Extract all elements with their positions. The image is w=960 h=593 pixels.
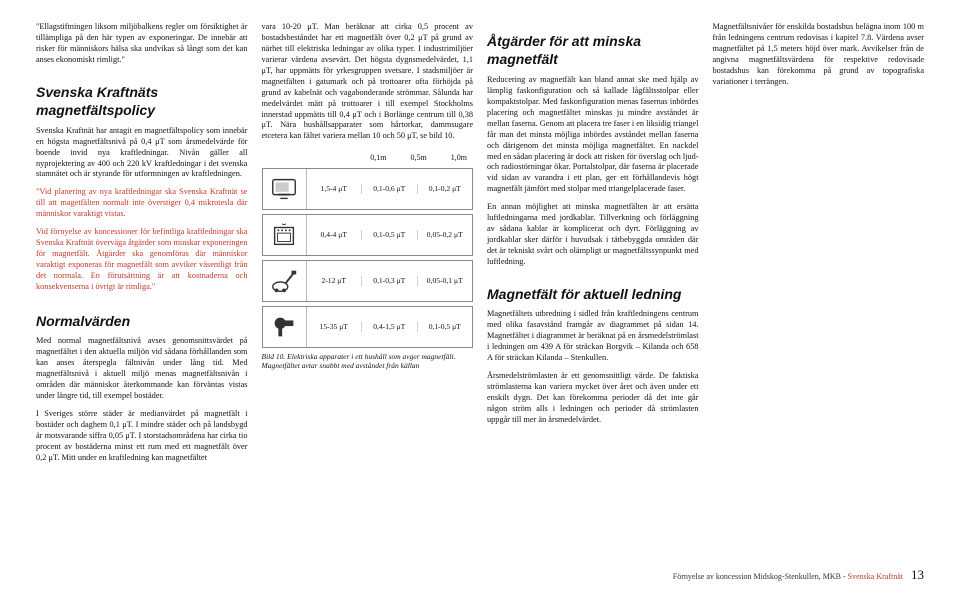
normal-paragraph-1: Med normal magnetfältsnivå avses genomsn…: [36, 336, 248, 402]
hairdryer-cells: 15-35 μT 0,4-1,5 μT 0,1-0,5 μT: [307, 322, 473, 332]
red-quote-1: "Vid planering av nya kraftledningar ska…: [36, 187, 248, 220]
hairdryer-icon: [263, 307, 307, 347]
hd-cell-1: 0,4-1,5 μT: [361, 322, 417, 332]
red-quote-2: Vid förnyelse av koncessioner för befint…: [36, 227, 248, 293]
row-stove: 0,4-4 μT 0,1-0,5 μT 0,05-0,2 μT: [262, 214, 474, 256]
hd-cell-0: 15-35 μT: [307, 322, 362, 332]
heading-atgarder: Åtgärder för att minska magnetfält: [487, 32, 699, 69]
col3-p1: Reducering av magnetfält kan bland annat…: [487, 75, 699, 195]
tv-icon: [263, 169, 307, 209]
figure-appliances: 0,1m 0,5m 1,0m 1,5-4 μT 0,1-0,6 μT 0,1-0…: [262, 153, 474, 370]
policy-paragraph: Svenska Kraftnät har antagit en magnetfä…: [36, 126, 248, 181]
normal-paragraph-2: I Sveriges större städer är medianvärdet…: [36, 409, 248, 464]
column-2: vara 10-20 μT. Man beräknar att cirka 0,…: [262, 22, 474, 565]
tv-cell-1: 0,1-0,6 μT: [361, 184, 417, 194]
col3-p3: Magnetfältets utbredning i sidled från k…: [487, 309, 699, 364]
figure-caption: Bild 10. Elektriska apparater i ett hush…: [262, 352, 474, 371]
column-4: Magnetfältsnivåer för enskilda bostadshu…: [713, 22, 925, 565]
page-number: 13: [911, 567, 924, 582]
footer-text: Förnyelse av koncession Midskog-Stenkull…: [673, 572, 848, 581]
heading-normalvarden: Normalvärden: [36, 312, 248, 330]
tv-cells: 1,5-4 μT 0,1-0,6 μT 0,1-0,2 μT: [307, 184, 473, 194]
row-hairdryer: 15-35 μT 0,4-1,5 μT 0,1-0,5 μT: [262, 306, 474, 348]
scale-1-0m: 1,0m: [451, 153, 467, 164]
figure-grid: 0,1m 0,5m 1,0m 1,5-4 μT 0,1-0,6 μT 0,1-0…: [262, 153, 474, 348]
vacuum-cell-1: 0,1-0,3 μT: [361, 276, 417, 286]
stove-cells: 0,4-4 μT 0,1-0,5 μT 0,05-0,2 μT: [307, 230, 473, 240]
vacuum-cells: 2-12 μT 0,1-0,3 μT 0,05-0,1 μT: [307, 276, 473, 286]
vacuum-cell-2: 0,05-0,1 μT: [417, 276, 473, 286]
col3-p4: Årsmedelströmlasten är ett genomsnittlig…: [487, 371, 699, 426]
heading-policy: Svenska Kraftnäts magnetfältspolicy: [36, 83, 248, 120]
stove-cell-0: 0,4-4 μT: [307, 230, 362, 240]
heading-aktuell: Magnetfält för aktuell ledning: [487, 285, 699, 303]
scale-0-5m: 0,5m: [411, 153, 427, 164]
vacuum-cell-0: 2-12 μT: [307, 276, 362, 286]
stove-icon: [263, 215, 307, 255]
col2-paragraph: vara 10-20 μT. Man beräknar att cirka 0,…: [262, 22, 474, 142]
row-vacuum: 2-12 μT 0,1-0,3 μT 0,05-0,1 μT: [262, 260, 474, 302]
col4-p1: Magnetfältsnivåer för enskilda bostadshu…: [713, 22, 925, 88]
column-1: "Ellagstiftningen liksom miljöbalkens re…: [36, 22, 248, 565]
scale-row: 0,1m 0,5m 1,0m: [262, 153, 474, 164]
scale-0-1m: 0,1m: [370, 153, 386, 164]
column-3: Åtgärder för att minska magnetfält Reduc…: [487, 22, 699, 565]
stove-cell-1: 0,1-0,5 μT: [361, 230, 417, 240]
tv-cell-2: 0,1-0,2 μT: [417, 184, 473, 194]
intro-quote: "Ellagstiftningen liksom miljöbalkens re…: [36, 22, 248, 66]
hd-cell-2: 0,1-0,5 μT: [417, 322, 473, 332]
page-footer: Förnyelse av koncession Midskog-Stenkull…: [673, 567, 924, 583]
col3-p2: En annan möjlighet att minska magnetfält…: [487, 202, 699, 268]
vacuum-icon: [263, 261, 307, 301]
stove-cell-2: 0,05-0,2 μT: [417, 230, 473, 240]
page: "Ellagstiftningen liksom miljöbalkens re…: [0, 0, 960, 593]
footer-brand: Svenska Kraftnät: [848, 572, 903, 581]
tv-cell-0: 1,5-4 μT: [307, 184, 362, 194]
row-tv: 1,5-4 μT 0,1-0,6 μT 0,1-0,2 μT: [262, 168, 474, 210]
